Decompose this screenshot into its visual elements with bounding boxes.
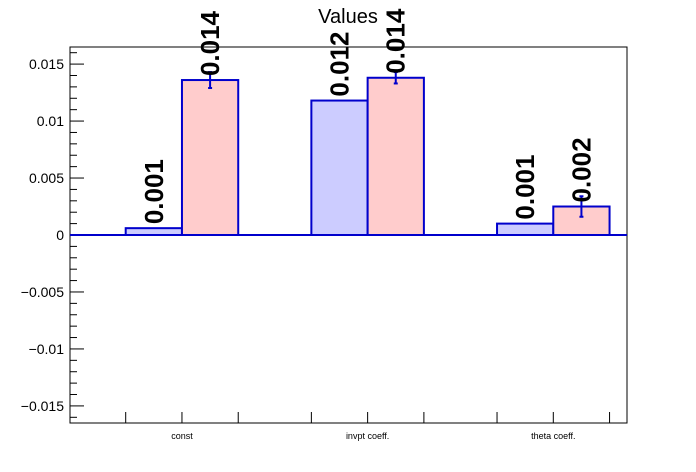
- bar: [180, 79, 240, 237]
- bar: [124, 227, 183, 236]
- error-bars: [208, 71, 584, 218]
- y-tick-label: −0.01: [29, 341, 65, 357]
- bar: [310, 99, 369, 236]
- bar: [366, 76, 425, 236]
- x-tick-label: const: [171, 431, 193, 441]
- y-tick-label: −0.015: [21, 398, 64, 414]
- bar-value-label: 0.001: [510, 155, 540, 220]
- bar-value-label: 0.012: [324, 31, 354, 96]
- y-tick-label: 0.015: [29, 56, 64, 72]
- x-axis: const invpt coeff. theta coeff.: [125, 412, 611, 441]
- x-tick-label: theta coeff.: [531, 431, 575, 441]
- x-tick-label: invpt coeff.: [346, 431, 389, 441]
- y-axis: −0.015 −0.01 −0.005 0 0.005 0.01 0.015: [21, 52, 84, 418]
- bar: [496, 222, 555, 237]
- bar-labels: 0.001 0.012 0.001 0.014 0.014 0.002: [139, 8, 597, 224]
- bar-value-label: 0.014: [381, 8, 411, 74]
- y-tick-label: −0.005: [21, 284, 64, 300]
- y-tick-label: 0.005: [29, 170, 64, 186]
- y-tick-label: 0.01: [37, 113, 64, 129]
- bar-value-label: 0.002: [566, 137, 596, 202]
- bars: [124, 76, 611, 237]
- bar-value-label: 0.014: [195, 10, 225, 76]
- chart-title: Values: [318, 6, 378, 28]
- bar-value-label: 0.001: [139, 159, 169, 224]
- y-tick-label: 0: [56, 227, 64, 243]
